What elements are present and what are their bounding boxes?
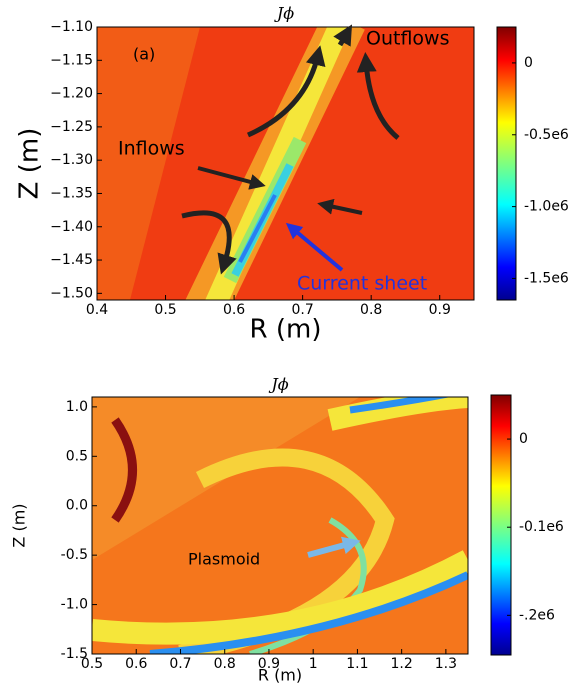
field-image bbox=[92, 397, 468, 654]
chart-title: Jϕ bbox=[274, 4, 294, 23]
x-tick-label: 0.9 bbox=[258, 656, 280, 672]
x-tick-label: 0.6 bbox=[125, 656, 147, 672]
colorbar bbox=[496, 26, 517, 301]
x-tick-label: 1.1 bbox=[346, 656, 368, 672]
y-tick-label: 1.0 bbox=[66, 399, 88, 415]
y-tick-label: −1.25 bbox=[50, 119, 93, 135]
x-tick-label: 1 bbox=[309, 656, 318, 672]
colorbar-tick-label: -0.5e6 bbox=[524, 127, 569, 143]
x-tick-label: 0.7 bbox=[292, 302, 314, 318]
y-tick-label: 0.5 bbox=[66, 448, 88, 464]
colorbar bbox=[490, 394, 512, 656]
chart-title: Jϕ bbox=[268, 375, 288, 394]
y-tick-label: −1.30 bbox=[50, 152, 93, 168]
y-tick-label: -0.5 bbox=[61, 547, 88, 563]
x-tick-label: 0.5 bbox=[81, 656, 103, 672]
y-tick-label: −1.40 bbox=[50, 219, 93, 235]
y-tick-label: −1.50 bbox=[50, 285, 93, 301]
y-axis-label: Z (m) bbox=[10, 503, 29, 547]
colorbar-tick-label: 0 bbox=[524, 55, 533, 71]
x-axis-label: R (m) bbox=[250, 315, 322, 345]
x-tick-label: 0.8 bbox=[360, 302, 382, 318]
x-tick-label: 0.8 bbox=[214, 656, 236, 672]
x-axis-label: R (m) bbox=[258, 666, 302, 685]
x-tick-label: 0.6 bbox=[223, 302, 245, 318]
colorbar-tick-label: -1.5e6 bbox=[524, 270, 569, 286]
y-tick-label: −1.15 bbox=[50, 52, 93, 68]
annotation: Outflows bbox=[366, 28, 449, 50]
y-tick-label: -1.5 bbox=[61, 646, 88, 662]
x-tick-label: 0.5 bbox=[154, 302, 176, 318]
colorbar-tick-label: -1.0e6 bbox=[524, 199, 569, 215]
y-tick-label: −1.35 bbox=[50, 185, 93, 201]
x-tick-label: 1.3 bbox=[435, 656, 457, 672]
annotation: Current sheet bbox=[297, 273, 427, 295]
annotation: Inflows bbox=[118, 138, 185, 160]
y-tick-label: 0.0 bbox=[66, 498, 88, 514]
field-image bbox=[97, 27, 474, 300]
colorbar-tick-label: -0.1e6 bbox=[519, 519, 564, 535]
y-tick-label: −1.45 bbox=[50, 252, 93, 268]
x-tick-label: 0.9 bbox=[429, 302, 451, 318]
colorbar-tick-label: 0 bbox=[519, 431, 528, 447]
x-tick-label: 1.2 bbox=[391, 656, 413, 672]
annotation: (a) bbox=[133, 45, 155, 64]
x-tick-label: 0.7 bbox=[169, 656, 191, 672]
y-tick-label: −1.10 bbox=[50, 19, 93, 35]
x-tick-label: 0.4 bbox=[86, 302, 108, 318]
colorbar-tick-label: -.2e6 bbox=[519, 607, 555, 623]
y-axis-label: Z (m) bbox=[15, 128, 45, 200]
annotation: Plasmoid bbox=[188, 550, 260, 569]
y-tick-label: −1.20 bbox=[50, 86, 93, 102]
y-tick-label: -1.0 bbox=[61, 597, 88, 613]
